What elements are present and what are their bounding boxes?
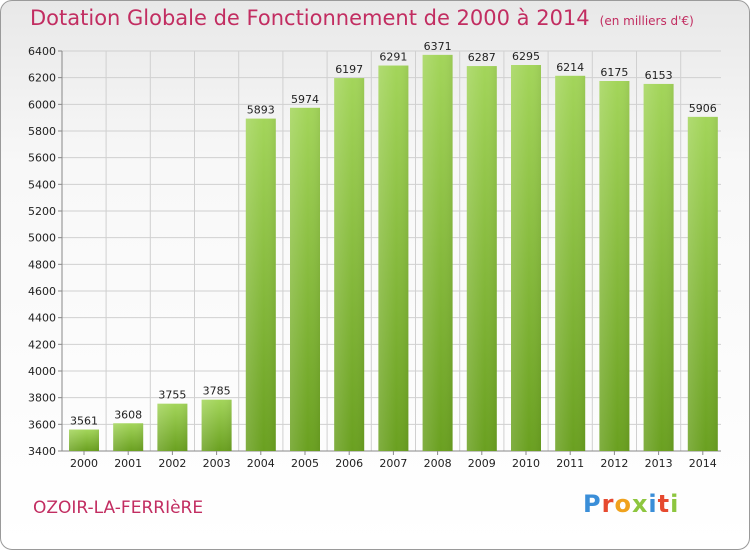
bar-shade-2003 [201,399,232,451]
x-tick-label-2013: 2013 [645,457,673,470]
value-label-2011: 6214 [556,61,584,74]
y-tick-label: 5600 [28,152,56,165]
bar-shade-2014 [687,116,718,451]
value-label-2007: 6291 [379,51,407,64]
value-label-2003: 3785 [203,385,231,398]
x-tick-label-2007: 2007 [379,457,407,470]
y-tick-label: 5800 [28,125,56,138]
x-tick-label-2006: 2006 [335,457,363,470]
y-tick-label: 3600 [28,418,56,431]
x-tick-label-2014: 2014 [689,457,717,470]
bar-shade-2005 [290,107,320,452]
x-tick-label-2012: 2012 [600,457,628,470]
bar-shade-2004 [245,118,276,451]
bar-shade-2012 [599,81,630,451]
value-label-2012: 6175 [600,66,628,79]
bar-shade-2002 [157,403,188,451]
y-tick-label: 3400 [28,445,56,458]
value-label-2000: 3561 [70,415,98,428]
y-tick-label: 4400 [28,312,56,325]
value-label-2001: 3608 [114,408,142,421]
value-label-2005: 5974 [291,93,319,106]
y-tick-label: 5200 [28,205,56,218]
chart-title-text: Dotation Globale de Fonctionnement de 20… [30,6,590,30]
y-tick-label: 4600 [28,285,56,298]
chart-subtitle: (en milliers d'€) [599,14,694,28]
value-label-2009: 6287 [468,51,496,64]
y-tick-label: 4000 [28,365,56,378]
x-tick-label-2008: 2008 [424,457,452,470]
bars [69,54,718,452]
value-label-2006: 6197 [335,63,363,76]
bar-shade-2007 [378,65,409,452]
y-tick-label: 3800 [28,392,56,405]
x-tick-label-2010: 2010 [512,457,540,470]
x-tick-label-2004: 2004 [247,457,275,470]
bar-shade-2001 [113,423,144,451]
bar-shade-2013 [643,83,674,451]
x-tick-label-2000: 2000 [70,457,98,470]
bar-shade-2006 [334,78,365,452]
y-tick-label: 4800 [28,258,56,271]
value-label-2002: 3755 [158,389,186,402]
value-label-2004: 5893 [247,104,275,117]
bar-shade-2008 [422,54,453,451]
y-tick-label: 6200 [28,72,56,85]
proxiti-logo: Proxiti [583,490,680,518]
chart-title: Dotation Globale de Fonctionnement de 20… [30,6,694,30]
y-tick-label: 4200 [28,338,56,351]
axes: 3400 3600 3800 4000 4200 4400 4600 4800 5000 5200… [28,45,721,470]
value-label-2008: 6371 [424,40,452,53]
bar-shade-2010 [511,65,541,451]
x-tick-label-2002: 2002 [158,457,186,470]
bar-shade-2009 [466,66,497,452]
value-label-2013: 6153 [645,69,673,82]
y-tick-label: 6400 [28,45,56,58]
value-labels: 3561 3608 3755 3785 5893 5974 6197 6291 6371 6287… [70,40,717,428]
bar-shade-2000 [69,429,99,451]
x-tick-label-2001: 2001 [114,457,142,470]
x-tick-label-2005: 2005 [291,457,319,470]
y-tick-label: 6000 [28,98,56,111]
x-tick-label-2009: 2009 [468,457,496,470]
commune-name: OZOIR-LA-FERRIèRE [33,498,204,518]
y-tick-label: 5400 [28,178,56,191]
x-tick-label-2011: 2011 [556,457,584,470]
x-tick-label-2003: 2003 [203,457,231,470]
value-label-2014: 5906 [689,102,717,115]
value-label-2010: 6295 [512,50,540,63]
bar-shade-2011 [555,75,586,452]
y-tick-label: 5000 [28,232,56,245]
